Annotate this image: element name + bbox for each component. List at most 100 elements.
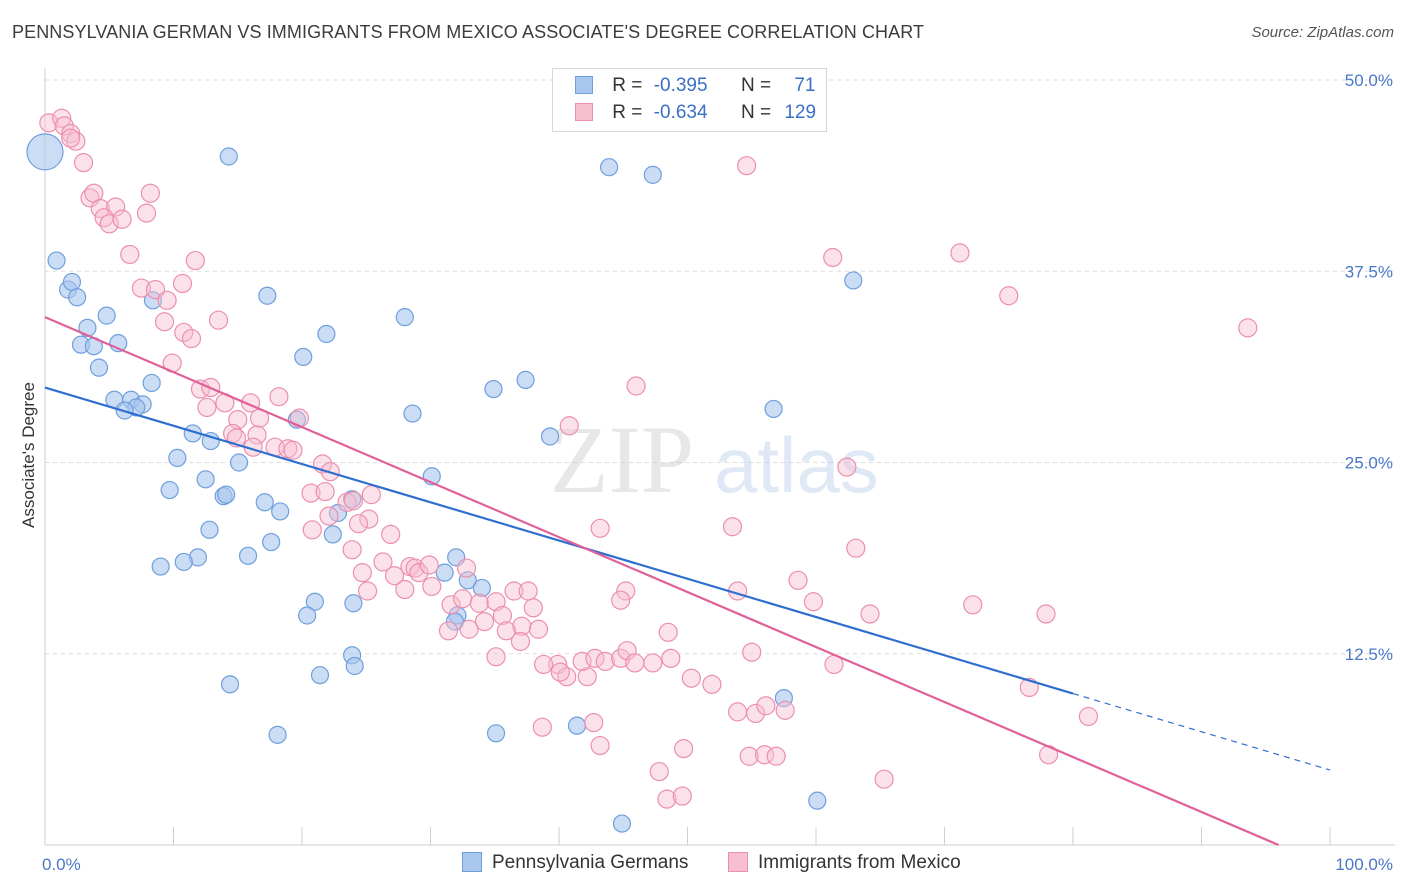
data-point-pink bbox=[616, 581, 636, 601]
data-point-pink bbox=[302, 520, 322, 540]
data-point-pink bbox=[860, 604, 880, 624]
data-point-pink bbox=[359, 509, 379, 529]
data-point-blue bbox=[201, 431, 220, 451]
data-point-pink bbox=[611, 648, 631, 668]
data-point-pink bbox=[441, 595, 461, 615]
data-point-blue bbox=[219, 147, 238, 166]
data-point-pink bbox=[361, 485, 381, 505]
bottom-legend-label-pink: Immigrants from Mexico bbox=[758, 852, 961, 873]
data-point-blue bbox=[196, 470, 215, 489]
data-point-pink bbox=[577, 667, 597, 687]
data-point-blue bbox=[68, 288, 87, 307]
data-point-pink bbox=[1036, 604, 1056, 624]
y-tick-label: 37.5% bbox=[1345, 262, 1393, 281]
data-point-pink bbox=[459, 619, 479, 639]
data-point-pink bbox=[66, 131, 86, 151]
y-tick-label: 12.5% bbox=[1345, 645, 1393, 664]
data-point-pink bbox=[61, 128, 81, 148]
data-point-pink bbox=[131, 278, 151, 298]
data-point-pink bbox=[661, 648, 681, 668]
data-point-pink bbox=[185, 250, 205, 271]
trendline-pink bbox=[44, 316, 1280, 847]
data-point-blue bbox=[764, 399, 783, 419]
data-point-pink bbox=[518, 581, 538, 601]
data-point-pink bbox=[728, 702, 748, 722]
bottom-legend-pennsylvania-germans: Pennsylvania Germans bbox=[462, 852, 688, 874]
data-point-blue bbox=[486, 724, 506, 743]
legend-n-label: N = bbox=[740, 75, 772, 96]
source-label: Source: ZipAtlas.com bbox=[1251, 24, 1394, 41]
data-point-blue bbox=[217, 485, 236, 504]
data-point-pink bbox=[247, 425, 267, 445]
legend-row-immigrants-from-mexico: R = -0.634 N = 129 bbox=[575, 102, 816, 128]
data-point-pink bbox=[510, 631, 531, 652]
data-point-pink bbox=[409, 563, 429, 583]
data-point-pink bbox=[950, 243, 970, 263]
data-point-blue bbox=[151, 557, 170, 576]
data-point-pink bbox=[803, 592, 824, 612]
data-point-blue bbox=[26, 133, 64, 171]
data-point-pink bbox=[474, 612, 495, 632]
data-point-pink bbox=[823, 247, 843, 268]
data-point-pink bbox=[438, 621, 459, 641]
bottom-legend-label-blue: Pennsylvania Germans bbox=[492, 852, 689, 873]
data-point-pink bbox=[595, 651, 615, 672]
data-point-pink bbox=[590, 518, 610, 538]
data-point-pink bbox=[337, 492, 357, 512]
legend-n-value: 71 bbox=[794, 75, 816, 96]
data-point-pink bbox=[181, 328, 202, 349]
data-point-pink bbox=[373, 552, 393, 572]
data-point-pink bbox=[112, 209, 132, 229]
y-tick-label: 25.0% bbox=[1345, 454, 1393, 473]
data-point-blue bbox=[142, 373, 161, 393]
x-tick-label: 100.0% bbox=[1335, 855, 1393, 874]
data-point-pink bbox=[154, 312, 175, 332]
data-point-blue bbox=[435, 563, 454, 582]
data-point-pink bbox=[584, 712, 604, 733]
data-point-pink bbox=[550, 662, 570, 682]
data-point-pink bbox=[453, 589, 473, 609]
data-point-blue bbox=[305, 592, 324, 611]
data-point-pink bbox=[136, 203, 157, 223]
data-point-pink bbox=[54, 116, 74, 136]
x-tick-label: 0.0% bbox=[42, 855, 81, 874]
legend-r-value: -0.395 bbox=[653, 75, 708, 96]
data-point-pink bbox=[788, 570, 808, 590]
data-point-pink bbox=[197, 397, 217, 418]
legend-swatch-blue bbox=[575, 76, 593, 94]
data-point-blue bbox=[567, 716, 587, 735]
data-point-pink bbox=[492, 605, 513, 626]
data-point-pink bbox=[746, 703, 766, 724]
data-point-blue bbox=[612, 814, 632, 833]
data-point-pink bbox=[523, 598, 543, 618]
data-point-pink bbox=[469, 593, 489, 613]
data-point-pink bbox=[140, 183, 160, 203]
data-point-pink bbox=[208, 310, 229, 330]
data-point-blue bbox=[516, 370, 535, 389]
data-point-pink bbox=[456, 558, 477, 578]
data-point-blue bbox=[268, 725, 287, 744]
data-point-pink bbox=[533, 654, 554, 675]
tick-labels: 12.5% 25.0% 37.5% 50.0% 0.0% 100.0% bbox=[42, 71, 1393, 874]
data-point-pink bbox=[672, 786, 692, 806]
data-point-pink bbox=[395, 579, 415, 600]
legend-r-label: R = bbox=[612, 102, 643, 123]
data-point-blue bbox=[271, 502, 290, 521]
data-point-pink bbox=[658, 622, 678, 642]
data-point-blue bbox=[168, 448, 187, 468]
watermark-zip: ZIP bbox=[550, 406, 694, 513]
data-point-pink bbox=[528, 619, 549, 639]
data-point-blue bbox=[229, 453, 249, 472]
bottom-legend-swatch-pink bbox=[728, 852, 748, 872]
data-point-blue bbox=[262, 532, 281, 552]
data-point-pink bbox=[381, 524, 401, 545]
data-point-blue bbox=[317, 324, 336, 344]
data-point-blue bbox=[200, 520, 219, 539]
data-point-pink bbox=[737, 156, 757, 176]
data-point-pink bbox=[590, 735, 610, 756]
legend-n-value: 129 bbox=[784, 102, 817, 123]
data-point-pink bbox=[681, 668, 701, 688]
legend-n-label: N = bbox=[740, 102, 772, 123]
data-point-pink bbox=[874, 769, 894, 789]
